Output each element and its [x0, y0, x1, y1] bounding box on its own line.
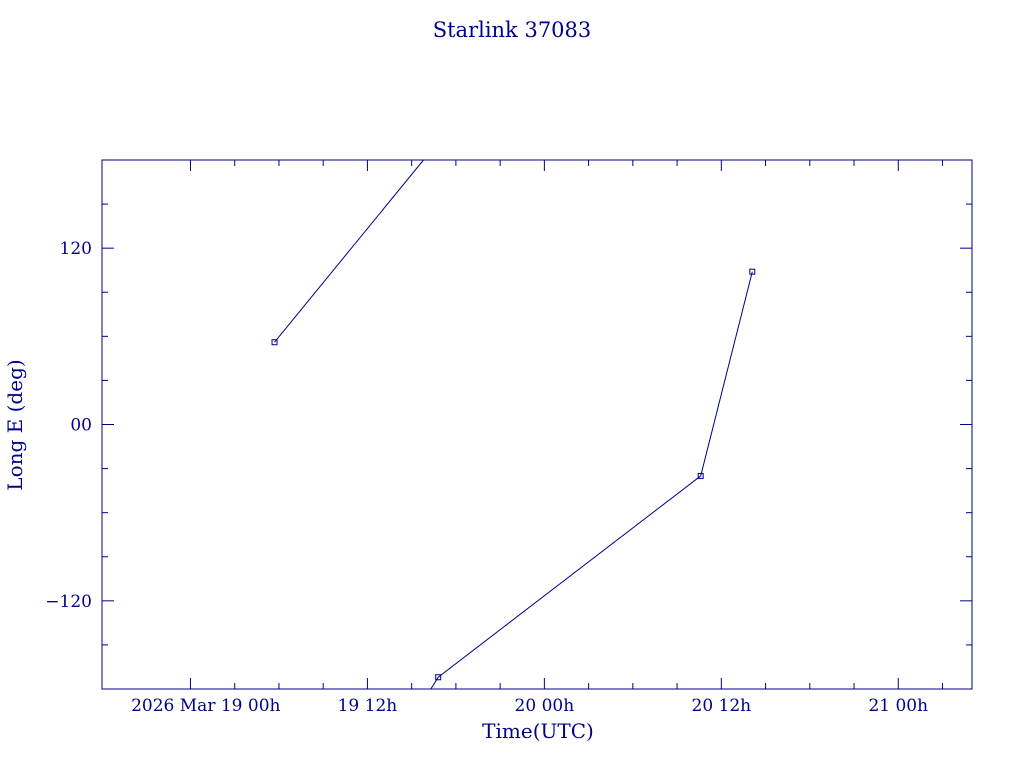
x-tick-label: 2026 Mar 19 00h: [131, 696, 280, 716]
series-markers: [271, 268, 756, 681]
x-tick-label: 20 12h: [692, 696, 752, 716]
data-point-marker: [749, 268, 756, 275]
y-tick-label: −120: [45, 592, 92, 612]
y-tick-label: 120: [60, 239, 92, 259]
axis-tick-labels: 2026 Mar 19 00h 19 12h 20 00h 20 12h 21 00h 1…: [45, 239, 928, 716]
series-line-segment: [430, 271, 753, 690]
series-line-segment: [274, 159, 424, 343]
y-axis-label: Long E (deg): [3, 359, 27, 490]
x-tick-label: 20 00h: [515, 696, 575, 716]
x-axis-label: Time(UTC): [482, 719, 594, 743]
plot-frame: [101, 159, 973, 690]
data-point-marker: [271, 339, 278, 346]
data-point-marker: [435, 674, 442, 681]
axis-ticks: [101, 160, 972, 689]
data-point-marker: [697, 472, 704, 479]
series-lines: [274, 159, 753, 690]
chart-title: Starlink 37083: [433, 18, 592, 42]
y-tick-label: 00: [70, 416, 92, 436]
x-tick-label: 21 00h: [868, 696, 928, 716]
x-tick-label: 19 12h: [338, 696, 398, 716]
